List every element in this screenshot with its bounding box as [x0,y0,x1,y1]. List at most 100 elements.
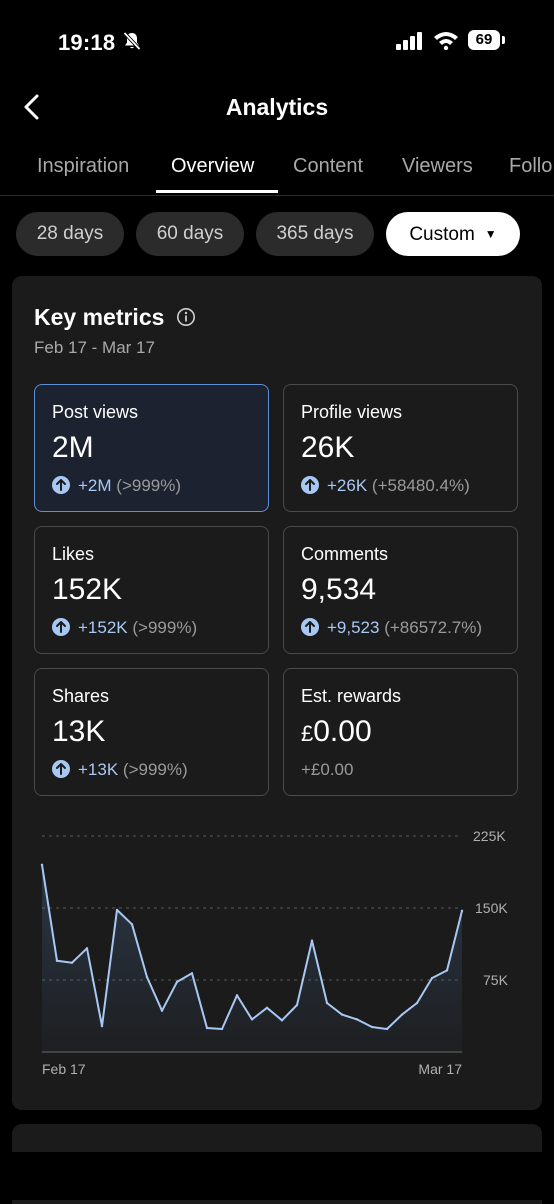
metric-percent: (+58480.4%) [371,476,470,495]
section-title: Key metrics [34,304,165,330]
metric-shares[interactable]: Shares 13K +13K (>999%) [34,668,269,796]
range-label: 28 days [36,223,104,244]
tab-overview[interactable]: Overview [171,155,255,177]
chevron-left-icon [24,94,39,120]
data-point [295,1003,299,1007]
metric-label: Est. rewards [301,686,402,706]
post-views-chart[interactable]: 225K 150K 75K Feb 17 Mar 17 [12,816,542,1106]
range-label: 365 days [276,223,354,244]
data-point [85,947,89,950]
metric-value: 13K [52,715,106,748]
tab-followers[interactable]: Follo [509,155,553,177]
date-range: Feb 17 - Mar 17 [34,338,155,357]
data-point [220,1027,224,1031]
active-tab-indicator [156,190,278,193]
metric-value: 26K [301,431,355,464]
metric-delta: +9,523 [327,618,380,637]
range-custom-dropdown[interactable]: Custom ▼ [386,212,520,256]
data-point [400,1013,404,1016]
metric-percent: (>999%) [116,476,182,495]
metric-change: +26K (+58480.4%) [301,476,470,496]
y-tick-label: 225K [473,828,506,844]
metric-label: Comments [301,544,389,564]
data-point [250,1018,254,1021]
data-point [415,1001,419,1005]
data-point [175,980,179,984]
metric-delta: +152K [78,618,128,637]
metric-delta: +2M [78,476,112,495]
data-point [55,959,59,962]
data-point [430,976,434,980]
metric-delta: +13K [78,760,119,779]
key-metrics-card: Key metrics Feb 17 - Mar 17 Post views 2… [12,276,542,1110]
range-28-days[interactable]: 28 days [16,212,124,256]
data-point [70,961,74,964]
currency-symbol: £ [301,721,314,746]
metric-change: +152K (>999%) [52,618,197,638]
arrow-up-icon [52,760,70,778]
data-point [340,1013,344,1016]
x-tick-label-start: Feb 17 [42,1061,86,1077]
tab-viewers[interactable]: Viewers [402,155,473,177]
metric-comments[interactable]: Comments 9,534 +9,523 (+86572.7%) [283,526,518,654]
y-tick-label: 75K [483,972,509,988]
metric-profile-views[interactable]: Profile views 26K +26K (+58480.4%) [283,384,518,512]
metric-change: +2M (>999%) [52,476,181,496]
page-title: Analytics [225,94,329,120]
data-point [310,939,314,942]
arrow-up-icon [301,476,319,494]
tab-content[interactable]: Content [293,155,364,177]
y-tick-label: 150K [475,900,508,916]
data-point [370,1025,374,1029]
data-point [280,1019,284,1022]
range-label: 60 days [156,223,224,244]
status-bar: 19:18 69 [0,0,554,80]
data-point [205,1026,209,1030]
chart-canvas: 225K 150K 75K Feb 17 Mar 17 [40,828,509,1077]
metric-likes[interactable]: Likes 152K +152K (>999%) [34,526,269,654]
metric-value: 9,534 [301,573,377,606]
metric-change: +£0.00 [301,760,354,779]
header: Analytics [0,82,554,136]
range-label: Custom [409,224,475,245]
data-point [445,969,449,972]
metric-label: Post views [52,402,139,422]
data-point [100,1024,104,1028]
metric-post-views[interactable]: Post views 2M +2M (>999%) [34,384,269,512]
data-point [40,863,44,866]
tab-bar: Inspiration Overview Content Viewers Fol… [0,145,554,196]
caret-down-icon: ▼ [484,227,497,241]
arrow-up-icon [52,476,70,494]
signal-icon [396,32,424,55]
metric-label: Profile views [301,402,403,422]
metric-label: Shares [52,686,110,706]
data-point [355,1018,359,1021]
metric-value: 2M [52,431,94,464]
data-point [235,994,239,997]
data-point [130,923,134,926]
back-button[interactable] [18,92,48,122]
data-point [460,909,464,913]
data-point [265,1006,269,1010]
range-selector: 28 days 60 days 365 days Custom ▼ [0,212,554,258]
metric-percent: (>999%) [122,760,188,779]
range-365-days[interactable]: 365 days [256,212,374,256]
metric-percent: (>999%) [132,618,198,637]
metric-delta: +26K [327,476,368,495]
info-icon[interactable] [176,307,196,332]
metric-change: +13K (>999%) [52,760,188,780]
data-point [115,908,119,912]
chart-line [41,864,463,1030]
range-60-days[interactable]: 60 days [136,212,244,256]
status-time: 19:18 [58,30,116,55]
metric-est-rewards[interactable]: Est. rewards £0.00 +£0.00 [283,668,518,796]
metric-value: 0.00 [313,715,372,748]
data-point [160,1009,164,1012]
metric-value-wrap: £0.00 [301,715,372,749]
metric-label: Likes [52,544,95,564]
arrow-up-icon [301,618,319,636]
tab-inspiration[interactable]: Inspiration [37,155,130,177]
data-point [190,972,194,975]
data-point [325,1001,329,1005]
chart-area-fill [42,864,462,1052]
